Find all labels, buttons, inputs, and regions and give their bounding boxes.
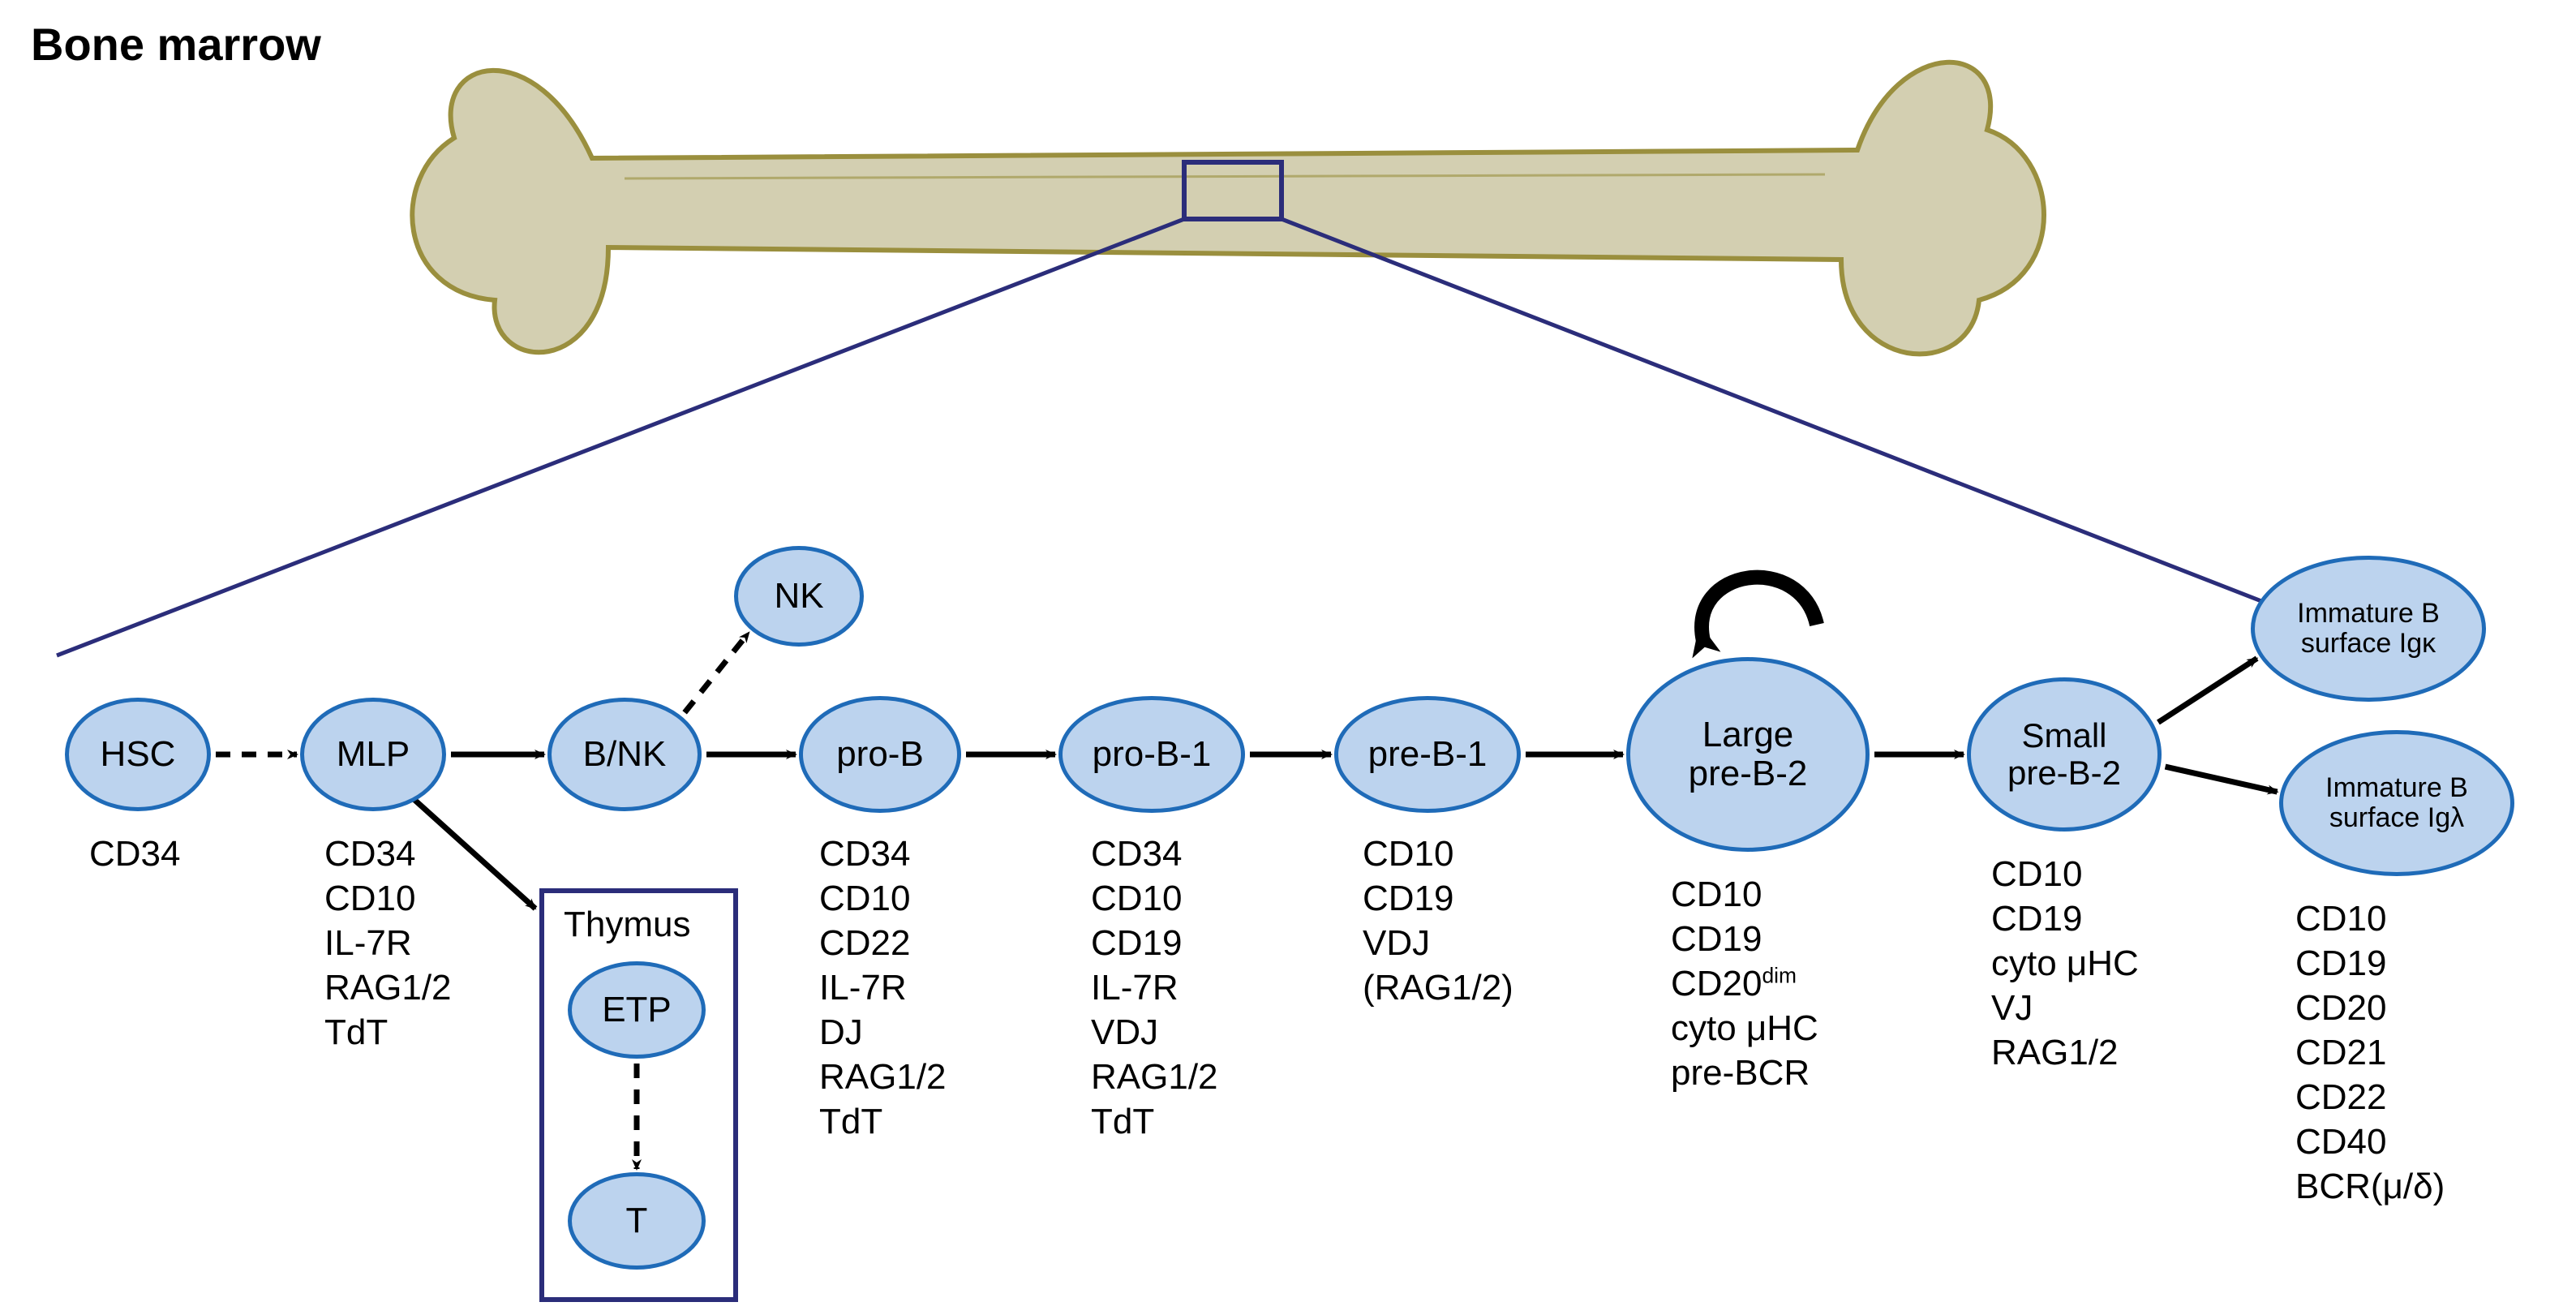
- self-loop-largepreb2: [1702, 578, 1817, 641]
- cell-largepreb2: Large pre-B-2: [1626, 657, 1870, 852]
- cell-smallpreb2: Small pre-B-2: [1967, 677, 2162, 832]
- cell-prob: pro-B: [799, 696, 961, 813]
- arrow-smallpreb2-immk: [2158, 659, 2257, 723]
- arrow-bnk-nk: [685, 633, 749, 713]
- cell-bnk: B/NK: [547, 698, 702, 811]
- markers-imm: CD10CD19CD20CD21CD22CD40BCR(μ/δ): [2295, 896, 2445, 1209]
- markers-prob1: CD34CD10CD19IL-7RVDJRAG1/2TdT: [1091, 832, 1218, 1144]
- cell-etp: ETP: [568, 961, 706, 1059]
- cell-hsc: HSC: [65, 698, 211, 811]
- thymus-label: Thymus: [564, 905, 690, 945]
- markers-largepreb2: CD10CD19CD20dimcyto μHCpre-BCR: [1671, 872, 1818, 1095]
- cell-mlp: MLP: [300, 698, 446, 811]
- markers-hsc: CD34: [89, 832, 181, 876]
- cell-prob1: pro-B-1: [1058, 696, 1245, 813]
- arrow-smallpreb2-imml: [2166, 767, 2278, 792]
- markers-prob: CD34CD10CD22IL-7RDJRAG1/2TdT: [819, 832, 947, 1144]
- markers-preb1: CD10CD19VDJ(RAG1/2): [1363, 832, 1513, 1010]
- cell-imml: Immature B surface Igλ: [2279, 730, 2514, 876]
- cell-immk: Immature B surface Igκ: [2251, 556, 2486, 702]
- page-title: Bone marrow: [31, 18, 321, 71]
- diagram-svg: [0, 0, 2576, 1315]
- cell-t: T: [568, 1172, 706, 1270]
- cell-preb1: pre-B-1: [1334, 696, 1521, 813]
- markers-mlp: CD34CD10IL-7RRAG1/2TdT: [324, 832, 452, 1055]
- markers-smallpreb2: CD10CD19cyto μHCVJRAG1/2: [1991, 852, 2139, 1075]
- cell-nk: NK: [734, 546, 864, 647]
